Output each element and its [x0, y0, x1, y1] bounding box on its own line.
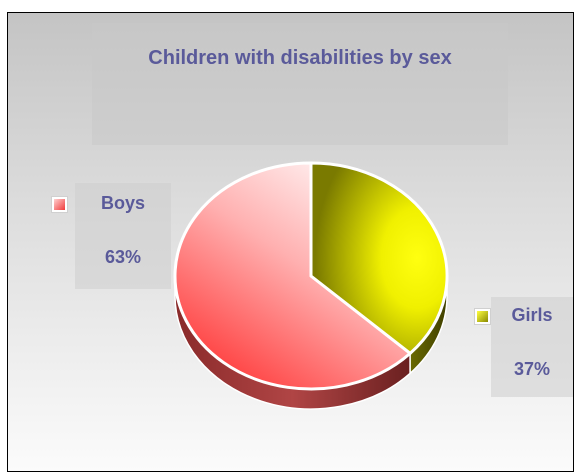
- legend-swatch-girls: [475, 309, 490, 324]
- pie-chart: [173, 161, 449, 410]
- slice-label-girls-name: Girls: [511, 305, 553, 325]
- slice-label-boys-value: 63%: [104, 247, 142, 267]
- slice-label-boys: Boys 63%: [75, 183, 171, 289]
- slice-label-girls-value: 37%: [513, 359, 551, 379]
- chart-title: Children with disabilities by sex: [148, 47, 452, 69]
- pie-slice-girls: [309, 161, 449, 355]
- slice-label-boys-name: Boys: [100, 193, 145, 213]
- pie-slices: [173, 161, 449, 391]
- chart-area: Children with disabilities by sex: [7, 12, 574, 472]
- pie-slice-boys: [173, 161, 412, 391]
- legend-swatch-boys: [52, 197, 67, 212]
- title-box: Children with disabilities by sex: [92, 23, 508, 145]
- slice-label-girls: Girls 37%: [491, 297, 573, 397]
